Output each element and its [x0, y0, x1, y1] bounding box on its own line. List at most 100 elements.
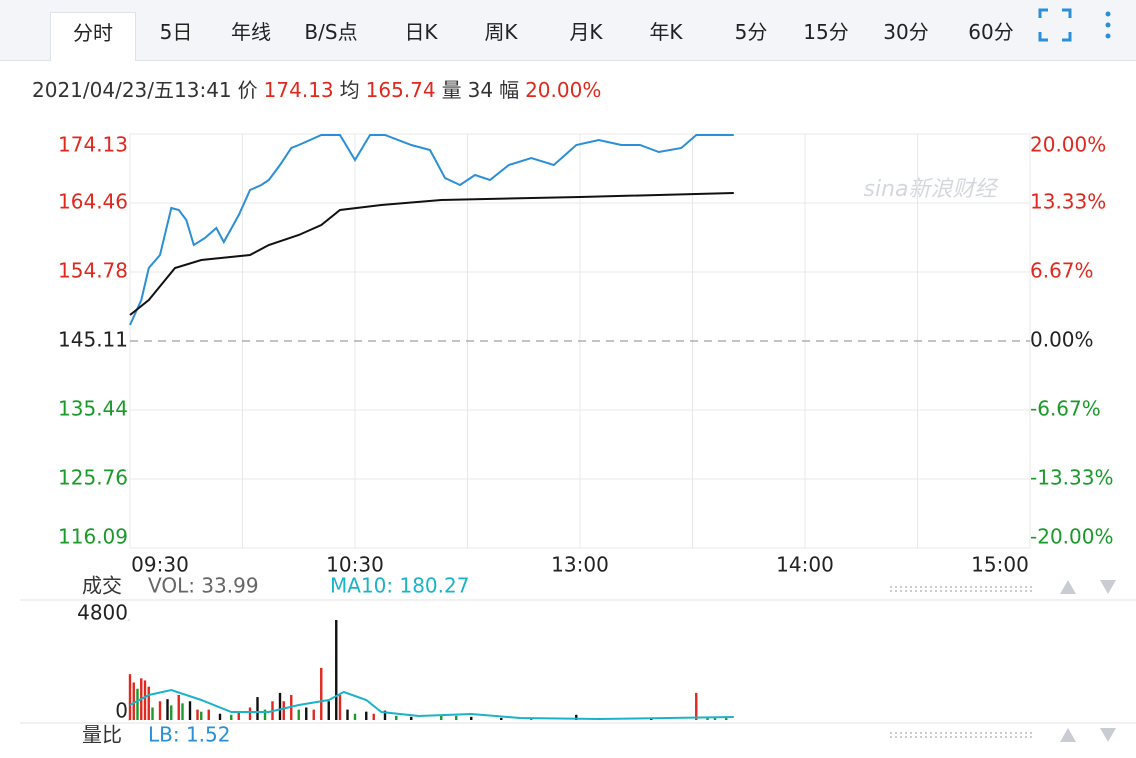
avg-label: 均	[339, 78, 360, 102]
volume-bar	[290, 695, 293, 720]
volume-bar	[263, 709, 267, 720]
volume-title: 成交	[82, 574, 122, 598]
y2-tick-label: 13.33%	[1030, 190, 1106, 214]
volume-bar	[395, 715, 398, 720]
y-tick-label: 164.46	[58, 189, 128, 213]
volume-bar	[256, 697, 259, 720]
volume-bar	[248, 707, 252, 720]
watermark: sina新浪财经	[864, 177, 999, 202]
volume-bar	[597, 717, 600, 720]
tab[interactable]: 年K	[649, 20, 683, 44]
volume-bar	[650, 717, 653, 720]
volume-bar	[713, 717, 717, 720]
tab[interactable]: 5分	[734, 20, 768, 44]
y2-tick-label: 20.00%	[1030, 133, 1106, 157]
x-tick-label: 14:00	[776, 553, 834, 577]
vol: 34	[467, 78, 494, 102]
volume-bar	[353, 713, 357, 720]
tab[interactable]: 年线	[231, 20, 271, 44]
y2-tick-label: -20.00%	[1030, 525, 1113, 549]
volume-bar	[143, 680, 147, 720]
vol-label: 量	[441, 78, 462, 102]
x-tick-label: 09:30	[131, 553, 189, 577]
price-line	[129, 134, 734, 326]
x-tick-label: 15:00	[971, 553, 1029, 577]
tab[interactable]: 5日	[159, 20, 193, 44]
ratio-label: LB: 1.52	[148, 723, 231, 747]
y-tick-label: 116.09	[58, 525, 128, 549]
price: 174.13	[263, 78, 334, 102]
volume-bar	[147, 686, 150, 720]
volume-bar	[372, 713, 375, 720]
volume-bar	[230, 714, 233, 720]
avg: 165.74	[365, 78, 436, 102]
volume-bar	[500, 717, 503, 720]
panel-dots	[890, 586, 1035, 738]
volume-bar	[128, 674, 132, 720]
volume-bar	[207, 709, 210, 720]
price-line	[129, 192, 734, 316]
volume-bar	[158, 701, 162, 720]
tab[interactable]: 30分	[883, 20, 929, 44]
tab[interactable]: 15分	[803, 20, 849, 44]
x-tick-label: 13:00	[551, 553, 609, 577]
volume-bar	[312, 709, 315, 720]
tab[interactable]: B/S点	[304, 20, 358, 44]
price-label: 价	[237, 78, 258, 102]
y-tick-label: 125.76	[58, 466, 128, 490]
volume-bar	[237, 711, 240, 720]
volume-bar	[383, 710, 387, 720]
tab[interactable]: 60分	[968, 20, 1014, 44]
volume-bar	[297, 709, 300, 720]
ma-line	[129, 688, 734, 721]
y-tick-label: 174.13	[58, 133, 128, 157]
volume-tick-label: 4800	[77, 601, 128, 625]
volume-bar	[170, 705, 173, 720]
info-line: 2021/04/23/五13:41 价 174.13 均 165.74 量 34 幅 20.00…	[32, 74, 607, 103]
y-tick-label: 135.44	[58, 396, 128, 420]
volume-bar	[151, 707, 154, 720]
volume-bar	[706, 717, 709, 720]
volume-tick-label: 0	[115, 699, 128, 723]
volume-label: VOL: 33.99	[148, 574, 259, 598]
y2-tick-label: -13.33%	[1030, 465, 1113, 489]
x-tick-label: 10:30	[326, 553, 384, 577]
y2-tick-label: 6.67%	[1030, 258, 1094, 282]
volume-bar	[282, 701, 285, 720]
volume-bar	[181, 703, 184, 720]
volume-bar	[140, 678, 143, 720]
tab[interactable]: 周K	[484, 20, 518, 44]
amp-label: 幅	[499, 78, 520, 102]
volume-bar	[177, 695, 180, 720]
tab[interactable]: 月K	[569, 20, 603, 44]
volume-bar	[365, 711, 368, 720]
volume-bar	[346, 709, 349, 720]
volume-bar	[166, 699, 169, 720]
tab[interactable]: 日K	[404, 20, 438, 44]
volume-bar	[188, 701, 192, 720]
volume-bar	[575, 714, 578, 720]
volume-bar	[136, 688, 139, 720]
volume-bar	[530, 717, 533, 720]
tab[interactable]: 分时	[50, 12, 136, 61]
y2-tick-label: 0.00%	[1030, 328, 1094, 352]
tab-bar: 分时 5日 年线 B/S点 日K 周K 月K 年K 5分 15分 30分 60分	[0, 0, 1136, 61]
volume-bar	[410, 716, 413, 720]
ratio-title: 量比	[82, 723, 122, 747]
volume-bar	[338, 695, 342, 720]
volume-bar	[218, 713, 222, 720]
panel-arrows	[1060, 580, 1116, 742]
volume-bar	[455, 715, 458, 720]
volume-bar	[278, 692, 282, 720]
datetime: 2021/04/23/五13:41	[32, 78, 232, 102]
volume-bar	[200, 711, 203, 720]
volume-bar	[271, 701, 274, 720]
volume-bar	[320, 667, 323, 720]
volume-bar	[725, 717, 728, 720]
y-tick-label: 145.11	[58, 328, 128, 352]
volume-bar	[470, 716, 473, 720]
volume-bar	[327, 701, 330, 720]
volume-bar	[305, 707, 308, 720]
